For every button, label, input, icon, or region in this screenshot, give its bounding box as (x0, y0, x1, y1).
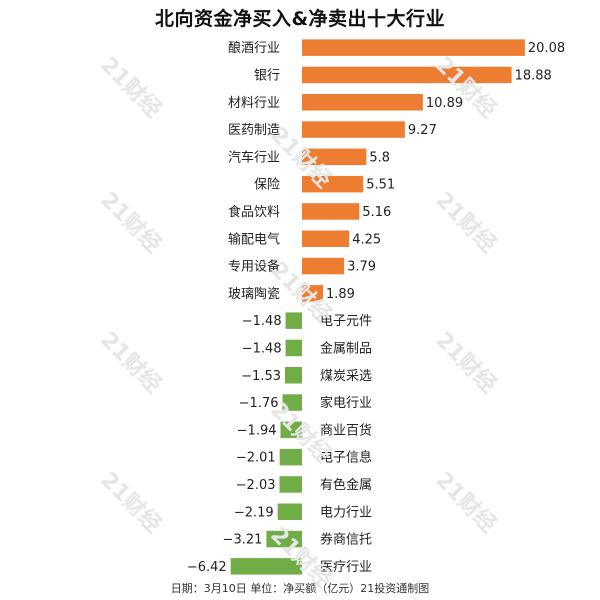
bar (302, 121, 405, 138)
bar (302, 39, 525, 56)
value-label: −2.01 (236, 451, 276, 466)
bar (302, 257, 345, 275)
bar (302, 230, 350, 247)
category-label: 玻璃陶瓷 (228, 286, 280, 302)
category-label: 煤炭采选 (320, 369, 372, 384)
category-label: 家电行业 (320, 395, 372, 411)
bar (280, 421, 302, 439)
value-label: −1.48 (242, 314, 282, 329)
value-label: 10.89 (426, 96, 463, 111)
value-label: 18.88 (515, 69, 552, 84)
bar (302, 285, 323, 302)
value-label: −1.53 (241, 369, 281, 384)
category-label: 有色金属 (320, 477, 372, 493)
value-label: −3.21 (223, 533, 263, 548)
bar (282, 394, 302, 411)
value-label: 5.16 (362, 205, 391, 220)
category-label: 专用设备 (228, 259, 280, 275)
category-label: 输配电气 (228, 231, 280, 247)
bar (266, 530, 302, 548)
value-label: −2.03 (236, 478, 276, 493)
value-label: 3.79 (347, 260, 376, 275)
category-label: 金属制品 (320, 340, 372, 356)
category-label: 券商信托 (320, 532, 372, 548)
value-label: −6.42 (187, 560, 227, 575)
bar (277, 503, 302, 520)
category-label: 保险 (254, 178, 280, 193)
bar (302, 148, 367, 166)
category-label: 酿酒行业 (228, 40, 280, 56)
category-label: 电力行业 (320, 505, 372, 520)
category-label: 电子信息 (320, 450, 372, 466)
category-label: 食品饮料 (228, 204, 280, 220)
category-label: 电子元件 (320, 314, 372, 329)
bar (285, 312, 302, 329)
bar (285, 367, 302, 384)
value-label: 1.89 (326, 287, 355, 302)
bar (302, 203, 360, 220)
bar (230, 558, 302, 575)
value-label: 4.25 (352, 232, 381, 247)
bar (285, 339, 302, 357)
value-label: 20.08 (528, 41, 565, 56)
bar (302, 94, 423, 111)
category-label: 医疗行业 (320, 560, 372, 575)
bar (302, 175, 364, 193)
value-label: 5.8 (369, 150, 390, 165)
bar (279, 448, 302, 466)
chart-title: 北向资金净买入&净卖出十大行业 (154, 8, 446, 30)
bar (279, 476, 302, 493)
category-label: 汽车行业 (228, 149, 280, 165)
bar (302, 66, 512, 84)
chart-footer: 日期：3月10日 单位：净买额（亿元）21投资通制图 (170, 582, 430, 595)
value-label: 9.27 (408, 123, 437, 138)
value-label: −1.94 (237, 423, 277, 438)
category-label: 医药制造 (228, 123, 280, 138)
value-label: −1.48 (242, 341, 282, 356)
category-label: 银行 (254, 69, 280, 84)
value-label: −2.19 (234, 505, 274, 520)
category-label: 材料行业 (228, 96, 280, 111)
value-label: −1.76 (239, 396, 279, 411)
category-label: 商业百货 (320, 422, 372, 438)
value-label: 5.51 (366, 178, 395, 193)
